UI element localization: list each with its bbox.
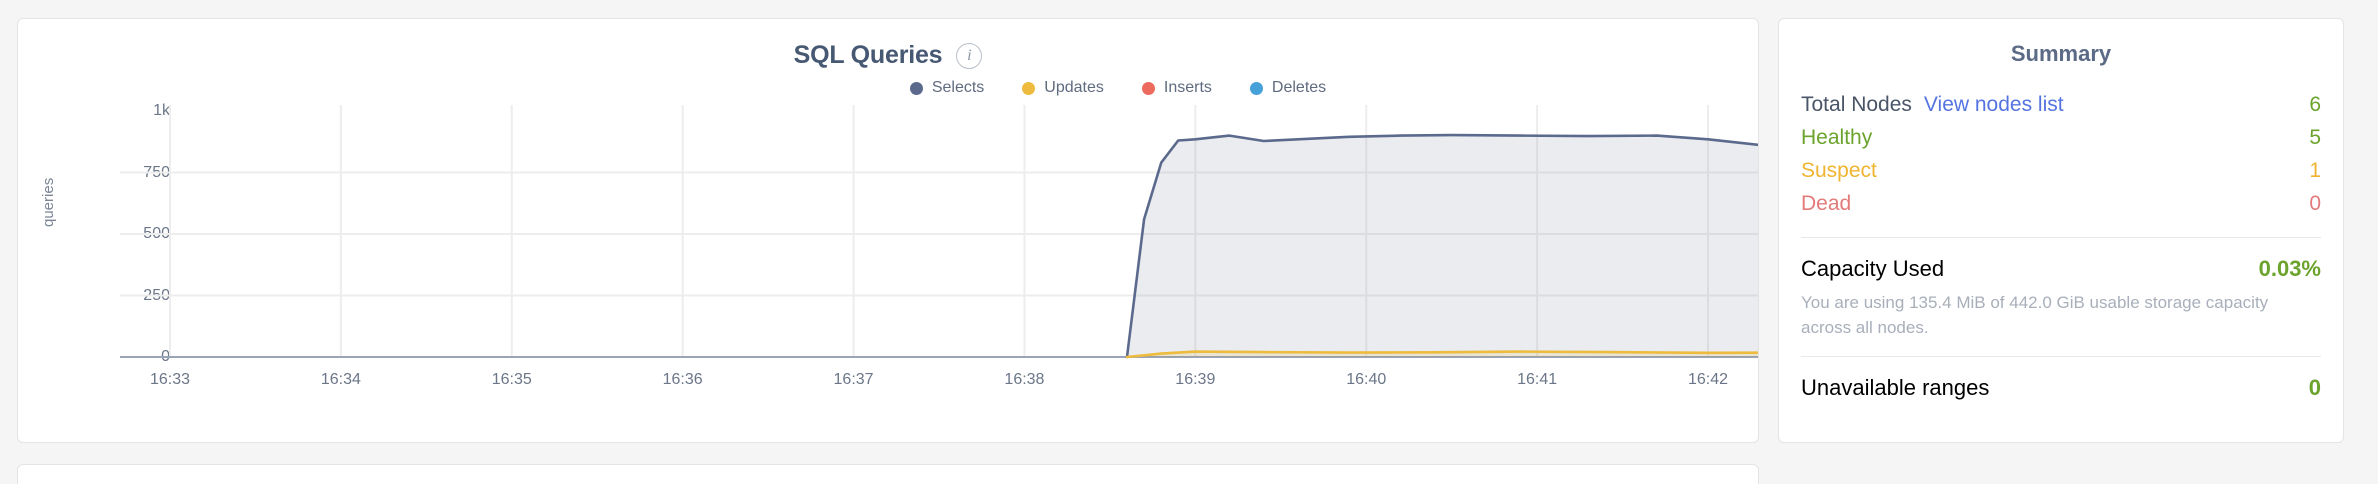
legend-dot-icon	[1141, 81, 1155, 95]
summary-divider-2	[1801, 356, 2321, 358]
legend-item-updates[interactable]: Updates	[1022, 79, 1104, 97]
summary-row-left: Total Nodes View nodes list	[1801, 93, 2064, 117]
capacity-used-row: Capacity Used 0.03%	[1801, 252, 2321, 287]
summary-row-label: Total Nodes	[1801, 93, 1912, 116]
unavailable-ranges-row: Unavailable ranges 0	[1801, 371, 2321, 406]
legend-label: Selects	[931, 79, 985, 96]
capacity-used-label: Capacity Used	[1801, 256, 1945, 281]
series-line-updates	[1125, 350, 1758, 359]
summary-row-value: 6	[2309, 93, 2321, 116]
capacity-description: You are using 135.4 MiB of 442.0 GiB usa…	[1801, 293, 2269, 337]
summary-row-left: Suspect	[1801, 159, 1877, 183]
unavailable-ranges-label: Unavailable ranges	[1801, 375, 1990, 401]
summary-row-healthy: Healthy 5	[1801, 122, 2321, 155]
series-line-selects	[1125, 133, 1758, 359]
chart-plot-area: queries 02505007501k 16:3316:3416:3516:3…	[18, 99, 1758, 429]
x-axis-tick-label: 16:37	[833, 371, 874, 388]
summary-divider-1	[1801, 237, 2321, 238]
legend-dot-icon	[909, 81, 923, 95]
summary-row-label: Suspect	[1801, 159, 1877, 182]
x-axis-tick-label: 16:34	[320, 371, 361, 388]
legend-item-selects[interactable]: Selects	[909, 79, 985, 97]
capacity-used-value: 0.03%	[2258, 256, 2321, 281]
summary-card: Summary Total Nodes View nodes list 6 Healt…	[1778, 18, 2344, 443]
summary-row-value: 5	[2309, 126, 2321, 149]
next-panel-card	[17, 464, 1759, 484]
view-nodes-list-link[interactable]: View nodes list	[1923, 93, 2064, 116]
summary-row-value: 0	[2309, 192, 2321, 215]
x-axis-tick-label: 16:33	[149, 371, 191, 388]
info-icon[interactable]: i	[956, 42, 983, 69]
chart-svg[interactable]	[18, 99, 1758, 429]
summary-row-left: Healthy	[1801, 126, 1872, 150]
summary-row-total-nodes: Total Nodes View nodes list 6	[1801, 89, 2321, 122]
summary-node-rows: Total Nodes View nodes list 6 Healthy 5 Suspe…	[1801, 89, 2321, 221]
sql-queries-card: SQL Queries i Selects Updates Inserts Delet…	[17, 18, 1759, 443]
summary-row-label: Dead	[1801, 192, 1852, 215]
legend-label: Updates	[1044, 79, 1104, 96]
legend-dot-icon	[1249, 81, 1263, 95]
unavailable-ranges-value: 0	[2308, 375, 2321, 401]
legend-label: Inserts	[1163, 79, 1212, 96]
chart-header: SQL Queries i	[18, 41, 1758, 70]
summary-row-value: 1	[2309, 159, 2321, 182]
x-axis-tick-label: 16:41	[1517, 371, 1558, 388]
page-title: SQL Queries	[793, 41, 943, 69]
x-axis-tick-label: 16:40	[1346, 371, 1387, 388]
summary-body: Total Nodes View nodes list 6 Healthy 5 Suspe…	[1801, 89, 2321, 406]
summary-row-dead: Dead 0	[1801, 188, 2321, 221]
legend-dot-icon	[1022, 81, 1036, 95]
x-axis-tick-label: 16:39	[1175, 371, 1216, 388]
summary-row-left: Dead	[1801, 192, 1851, 216]
x-axis-tick-label: 16:36	[662, 371, 703, 388]
legend-item-deletes[interactable]: Deletes	[1249, 79, 1327, 97]
x-axis-tick-label: 16:42	[1687, 371, 1729, 388]
summary-title: Summary	[2010, 41, 2112, 66]
x-axis-tick-label: 16:38	[1004, 371, 1045, 388]
summary-row-label: Healthy	[1801, 126, 1873, 149]
chart-legend: Selects Updates Inserts Deletes	[18, 79, 1758, 97]
legend-label: Deletes	[1271, 79, 1327, 96]
x-axis-tick-label: 16:35	[491, 371, 532, 388]
summary-row-suspect: Suspect 1	[1801, 155, 2321, 188]
y-axis-tick-label: 1k	[153, 102, 170, 119]
legend-item-inserts[interactable]: Inserts	[1141, 79, 1212, 97]
series-area-selects	[1127, 135, 1758, 357]
